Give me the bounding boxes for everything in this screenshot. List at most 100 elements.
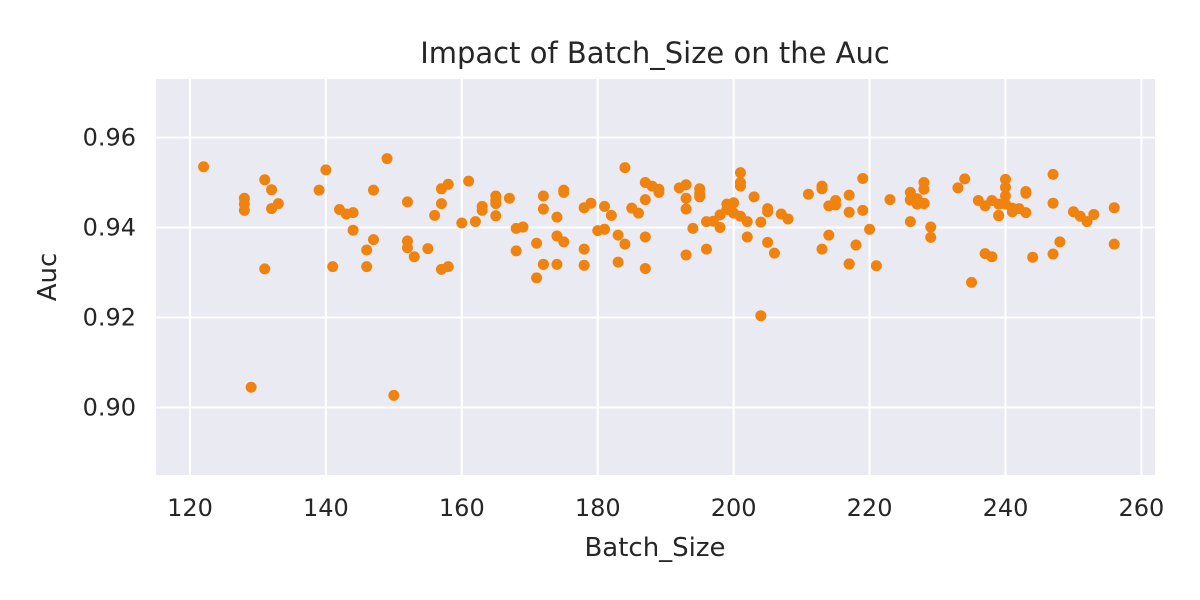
y-tick-label: 0.92 [83,304,136,332]
data-point [401,196,413,208]
x-axis-label: Batch_Size [584,533,725,563]
data-point [612,256,624,268]
data-point [700,243,712,255]
data-point [680,192,692,204]
data-point [843,189,855,201]
data-point [768,247,780,259]
data-point [619,238,631,250]
data-point [551,211,563,223]
data-point [259,174,271,186]
x-tick-labels: 120 140 160 180 200 220 240 260 [167,494,1164,522]
data-point [986,251,998,263]
data-point [456,217,468,229]
data-point [422,243,434,255]
data-point [442,261,454,273]
data-point [762,203,774,215]
data-point [999,181,1011,193]
data-point [1047,197,1059,209]
x-tick-label: 240 [983,494,1029,522]
data-point [599,200,611,212]
data-point [843,206,855,218]
data-point [537,258,549,270]
data-point [1081,216,1093,228]
data-point [694,183,706,195]
data-point [925,221,937,233]
data-point [633,207,645,219]
data-point [802,188,814,200]
x-tick-label: 160 [439,494,485,522]
y-tick-label: 0.90 [83,394,136,422]
data-point [558,186,570,198]
data-point [408,251,420,263]
x-tick-label: 120 [167,494,213,522]
y-tick-label: 0.96 [83,124,136,152]
data-point [367,234,379,246]
chart-title: Impact of Batch_Size on the Auc [420,36,890,70]
data-point [639,194,651,206]
data-point [1108,238,1120,250]
data-point [823,229,835,241]
y-tick-label: 0.94 [83,214,136,242]
data-point [558,236,570,248]
data-point [816,183,828,195]
data-point [816,243,828,255]
data-point [918,183,930,195]
data-point [680,179,692,191]
data-point [551,258,563,270]
data-point [999,173,1011,185]
data-point [517,221,529,233]
data-point [476,200,488,212]
x-tick-label: 180 [575,494,621,522]
data-point [531,237,543,249]
data-point [639,262,651,274]
data-point [367,184,379,196]
data-point [864,223,876,235]
data-point [748,191,760,203]
data-point [959,173,971,185]
data-point [259,263,271,275]
data-point [639,231,651,243]
data-point [680,203,692,215]
data-point [429,209,441,221]
data-point [918,198,930,210]
plot-area [156,79,1155,475]
data-point [1027,251,1039,263]
data-point [741,216,753,228]
data-point [245,381,257,393]
data-point [741,231,753,243]
data-point [347,207,359,219]
data-point [381,153,393,165]
data-point [388,389,400,401]
data-point [510,245,522,257]
data-point [952,182,964,194]
data-point [755,216,767,228]
data-point [313,184,325,196]
data-point [734,167,746,179]
x-tick-label: 140 [303,494,349,522]
data-point [1047,168,1059,180]
data-point [469,216,481,228]
data-point [442,178,454,190]
data-point [884,194,896,206]
data-point [266,184,278,196]
data-point [830,195,842,206]
data-point [361,244,373,256]
data-point [531,272,543,284]
grid-lines [156,79,1155,475]
data-point [578,243,590,255]
data-point [599,223,611,235]
x-tick-label: 260 [1119,494,1165,522]
data-point [347,224,359,236]
data-point [850,239,862,251]
data-point [782,213,794,225]
data-point [1047,248,1059,260]
data-point [925,231,937,243]
data-point [1020,187,1032,199]
data-point [857,204,869,216]
data-point [762,236,774,248]
data-point [503,192,515,204]
data-point [605,209,617,221]
data-point [857,172,869,184]
data-point [401,242,413,254]
data-point [966,276,978,288]
